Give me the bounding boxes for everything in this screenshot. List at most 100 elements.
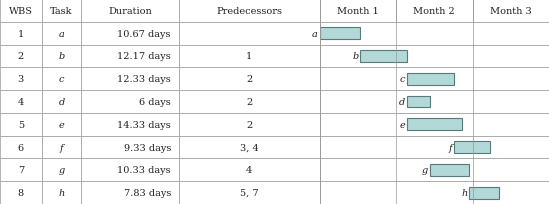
Text: 2: 2 — [246, 75, 253, 84]
Bar — [407, 96, 430, 108]
Text: 2: 2 — [246, 120, 253, 129]
Bar — [42, 45, 81, 68]
Text: g: g — [422, 165, 428, 174]
Text: 6 days: 6 days — [139, 98, 171, 106]
Text: a: a — [312, 30, 318, 39]
Bar — [360, 51, 407, 63]
Bar — [320, 181, 549, 204]
Bar — [0, 68, 42, 91]
Bar — [42, 0, 81, 23]
Text: 5, 7: 5, 7 — [240, 188, 259, 197]
Bar — [179, 45, 320, 68]
Text: Duration: Duration — [108, 7, 152, 16]
Bar — [42, 113, 81, 136]
Bar — [0, 181, 42, 204]
Bar — [81, 136, 179, 159]
Text: 7.83 days: 7.83 days — [124, 188, 171, 197]
Bar — [179, 181, 320, 204]
Text: 5: 5 — [18, 120, 24, 129]
Text: 7: 7 — [18, 165, 24, 174]
Bar — [0, 136, 42, 159]
Bar — [81, 113, 179, 136]
Text: Month 2: Month 2 — [413, 7, 455, 16]
Text: Month 3: Month 3 — [490, 7, 531, 16]
Bar — [407, 119, 462, 131]
Bar — [320, 23, 549, 45]
Text: e: e — [400, 120, 405, 129]
Text: 4: 4 — [246, 165, 253, 174]
Text: d: d — [58, 98, 65, 106]
Bar — [320, 28, 360, 40]
Bar — [320, 45, 549, 68]
Bar — [81, 91, 179, 113]
Bar — [320, 113, 549, 136]
Text: Month 1: Month 1 — [337, 7, 379, 16]
Bar — [320, 159, 549, 181]
Bar — [179, 0, 320, 23]
Text: 1: 1 — [18, 30, 24, 39]
Text: g: g — [58, 165, 65, 174]
Bar — [454, 141, 490, 153]
Bar — [42, 159, 81, 181]
Bar — [473, 0, 549, 23]
Text: a: a — [59, 30, 64, 39]
Bar — [469, 187, 499, 198]
Bar — [42, 91, 81, 113]
Text: 2: 2 — [246, 98, 253, 106]
Bar — [42, 136, 81, 159]
Text: 4: 4 — [18, 98, 24, 106]
Bar — [320, 136, 549, 159]
Bar — [81, 45, 179, 68]
Text: c: c — [400, 75, 405, 84]
Text: 8: 8 — [18, 188, 24, 197]
Text: b: b — [352, 52, 359, 61]
Text: b: b — [58, 52, 65, 61]
Bar — [0, 91, 42, 113]
Text: f: f — [60, 143, 63, 152]
Bar — [179, 91, 320, 113]
Text: 9.33 days: 9.33 days — [124, 143, 171, 152]
Bar — [430, 164, 469, 176]
Text: 6: 6 — [18, 143, 24, 152]
Bar — [0, 23, 42, 45]
Text: Task: Task — [51, 7, 73, 16]
Bar — [42, 68, 81, 91]
Text: c: c — [59, 75, 64, 84]
Text: e: e — [59, 120, 64, 129]
Bar — [0, 45, 42, 68]
Bar — [179, 68, 320, 91]
Text: h: h — [462, 188, 468, 197]
Text: 14.33 days: 14.33 days — [117, 120, 171, 129]
Text: WBS: WBS — [9, 7, 33, 16]
Text: f: f — [449, 143, 452, 152]
Text: 3, 4: 3, 4 — [240, 143, 259, 152]
Bar — [81, 0, 179, 23]
Text: Predecessors: Predecessors — [216, 7, 282, 16]
Bar — [179, 159, 320, 181]
Bar — [407, 73, 454, 85]
Text: 2: 2 — [18, 52, 24, 61]
Bar — [320, 68, 549, 91]
Bar — [396, 0, 473, 23]
Bar — [42, 181, 81, 204]
Text: 12.17 days: 12.17 days — [117, 52, 171, 61]
Text: d: d — [399, 98, 405, 106]
Bar — [0, 159, 42, 181]
Bar — [42, 23, 81, 45]
Bar — [0, 0, 42, 23]
Bar — [81, 181, 179, 204]
Bar — [81, 68, 179, 91]
Bar — [0, 113, 42, 136]
Text: 10.67 days: 10.67 days — [117, 30, 171, 39]
Bar — [179, 136, 320, 159]
Bar — [179, 23, 320, 45]
Text: 1: 1 — [246, 52, 253, 61]
Text: h: h — [58, 188, 65, 197]
Bar — [320, 0, 396, 23]
Bar — [320, 91, 549, 113]
Text: 10.33 days: 10.33 days — [117, 165, 171, 174]
Text: 12.33 days: 12.33 days — [117, 75, 171, 84]
Bar — [81, 23, 179, 45]
Bar — [81, 159, 179, 181]
Text: 3: 3 — [18, 75, 24, 84]
